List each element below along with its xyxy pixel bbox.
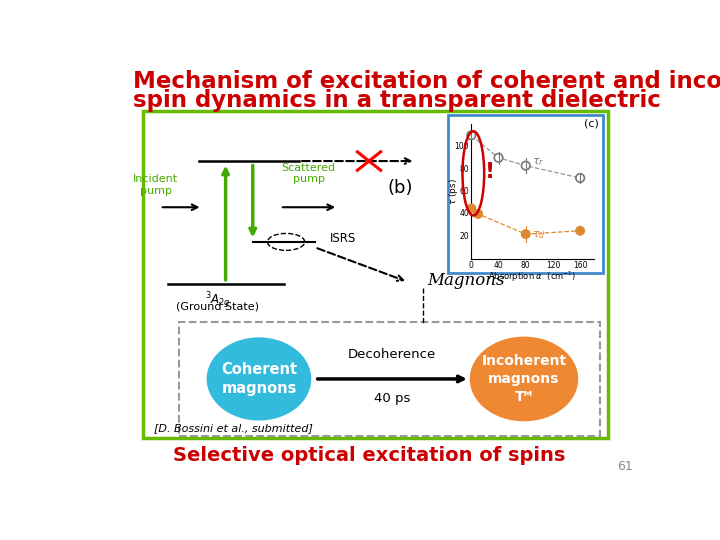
Text: Incident
pump: Incident pump: [133, 174, 179, 195]
Text: 20: 20: [459, 232, 469, 241]
Bar: [143, 111, 608, 438]
Text: 61: 61: [617, 460, 632, 473]
Text: 40 ps: 40 ps: [374, 392, 410, 405]
Circle shape: [521, 230, 530, 238]
Text: ISRS: ISRS: [330, 232, 356, 245]
Ellipse shape: [469, 336, 578, 421]
Circle shape: [521, 161, 530, 170]
Text: (b): (b): [387, 179, 413, 197]
Text: 100: 100: [454, 142, 469, 151]
Text: 0: 0: [469, 261, 474, 270]
Text: (c): (c): [585, 119, 599, 129]
Circle shape: [467, 204, 476, 213]
Bar: [179, 322, 600, 436]
Circle shape: [474, 210, 482, 218]
Text: Mechanism of excitation of coherent and incoherent: Mechanism of excitation of coherent and …: [132, 70, 720, 93]
Ellipse shape: [207, 338, 311, 421]
Text: !: !: [485, 162, 495, 182]
Text: 160: 160: [573, 261, 588, 270]
Text: Incoherent
magnons
Tᴹ: Incoherent magnons Tᴹ: [482, 354, 567, 404]
Text: Absorption $\alpha$  (cm$^{-1}$): Absorption $\alpha$ (cm$^{-1}$): [488, 269, 577, 284]
Text: [D. Bossini et al., submitted]: [D. Bossini et al., submitted]: [153, 423, 312, 433]
Bar: [448, 115, 603, 273]
Text: $\tau_d$: $\tau_d$: [532, 229, 546, 241]
Circle shape: [576, 174, 585, 182]
Text: spin dynamics in a transparent dielectric: spin dynamics in a transparent dielectri…: [132, 90, 660, 112]
Text: 120: 120: [546, 261, 560, 270]
Text: Magnons: Magnons: [427, 272, 505, 289]
Text: 60: 60: [459, 187, 469, 196]
Text: 80: 80: [521, 261, 531, 270]
Text: 40: 40: [494, 261, 503, 270]
Text: $^3A_{2g}$: $^3A_{2g}$: [205, 291, 231, 311]
Text: 40: 40: [459, 210, 469, 218]
Text: 80: 80: [459, 165, 469, 173]
Text: (Ground State): (Ground State): [176, 301, 259, 311]
Text: $\tau_r$: $\tau_r$: [532, 156, 544, 168]
Circle shape: [576, 227, 585, 235]
Text: Scattered
pump: Scattered pump: [282, 163, 336, 184]
Text: Selective optical excitation of spins: Selective optical excitation of spins: [173, 447, 565, 465]
Text: $\tau$ (ps): $\tau$ (ps): [447, 178, 460, 205]
Text: Coherent
magnons: Coherent magnons: [221, 362, 297, 396]
Circle shape: [467, 131, 476, 139]
Text: Decoherence: Decoherence: [348, 348, 436, 361]
Circle shape: [494, 153, 503, 162]
